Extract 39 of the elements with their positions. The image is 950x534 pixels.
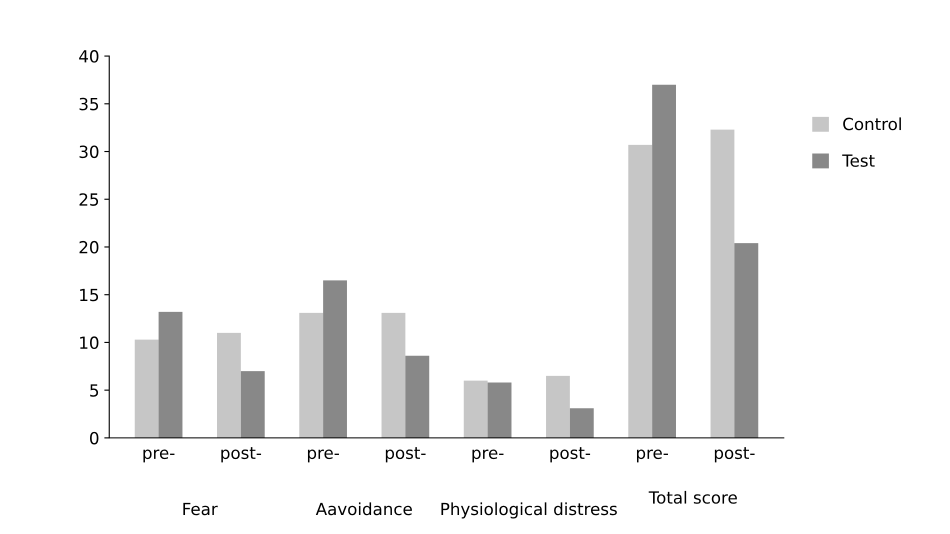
bar xyxy=(464,380,488,438)
text: Aavoidance xyxy=(316,502,412,516)
x-tick-label: post- xyxy=(550,447,590,462)
bar xyxy=(382,312,406,438)
y-tick-label: 25 xyxy=(80,193,98,206)
bar xyxy=(710,130,734,438)
y-tick-label: 0 xyxy=(90,432,98,444)
x-tick-label: pre- xyxy=(472,450,504,462)
y-tick-label: 30 xyxy=(80,145,98,158)
y-tick-label: 40 xyxy=(79,50,98,63)
bar xyxy=(652,84,676,438)
x-tick-label: pre- xyxy=(308,450,339,462)
bar xyxy=(734,243,758,438)
x-tick-label: post- xyxy=(386,447,426,462)
y-tick-label: 5 xyxy=(90,384,98,397)
text: Total score xyxy=(648,490,737,504)
bar xyxy=(134,340,159,438)
bar xyxy=(488,382,512,438)
bar xyxy=(628,144,652,438)
y-tick-label: 15 xyxy=(80,288,98,302)
bar xyxy=(217,332,241,438)
text: Fear xyxy=(183,502,218,516)
y-tick-label: 35 xyxy=(80,98,98,110)
text: Physiological distress xyxy=(441,502,617,518)
legend-label: Control xyxy=(843,117,901,130)
y-tick-label: 10 xyxy=(80,336,98,349)
bar xyxy=(299,312,324,438)
y-tick-label: 20 xyxy=(80,240,98,254)
x-tick-label: post- xyxy=(221,447,262,462)
x-tick-label: pre- xyxy=(636,450,668,462)
bar xyxy=(323,280,347,438)
x-tick-label: post- xyxy=(714,447,755,462)
bar xyxy=(546,376,570,438)
bar xyxy=(158,312,182,438)
x-tick-label: pre- xyxy=(143,450,174,462)
bar xyxy=(240,371,265,438)
bar xyxy=(570,408,594,438)
bar xyxy=(405,356,430,438)
legend-label: Test xyxy=(842,154,875,167)
